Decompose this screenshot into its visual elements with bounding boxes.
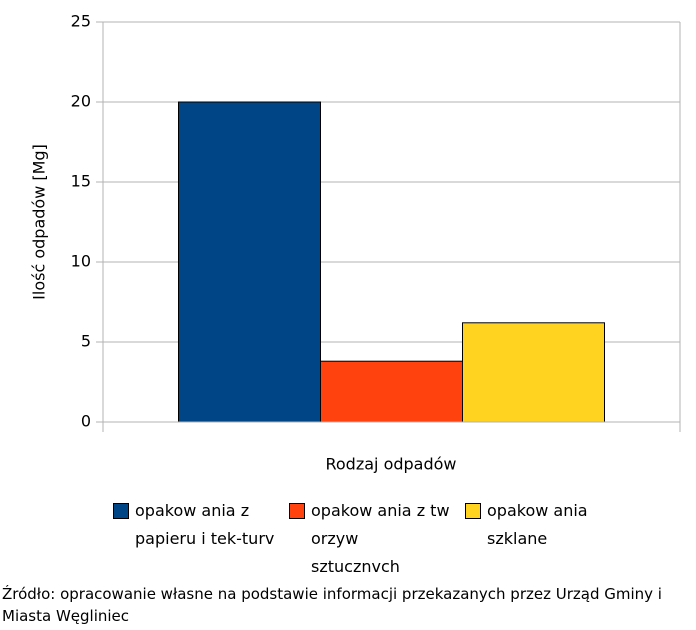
x-axis-title: Rodzaj odpadów <box>325 455 456 474</box>
bar <box>320 360 463 423</box>
y-tick-label: 5 <box>81 332 91 351</box>
bar <box>462 322 605 423</box>
legend-swatch <box>465 503 481 519</box>
bar <box>178 101 321 423</box>
y-tick-label: 15 <box>71 172 91 191</box>
y-tick-label: 25 <box>71 12 91 31</box>
legend-swatch <box>113 503 129 519</box>
y-tick-label: 20 <box>71 92 91 111</box>
y-axis-title: Ilość odpadów [Mg] <box>30 144 49 300</box>
y-tick-label: 10 <box>71 252 91 271</box>
legend-swatch <box>289 503 305 519</box>
source-note: Źródło: opracowanie własne na podstawie … <box>2 585 662 625</box>
legend-label: opakow ania z tw orzyw sztucznvch <box>311 501 450 576</box>
legend-label: opakow ania z papieru i tek-turv <box>135 501 275 548</box>
y-tick-label: 0 <box>81 412 91 431</box>
legend-label: opakow ania szklane <box>487 501 588 548</box>
